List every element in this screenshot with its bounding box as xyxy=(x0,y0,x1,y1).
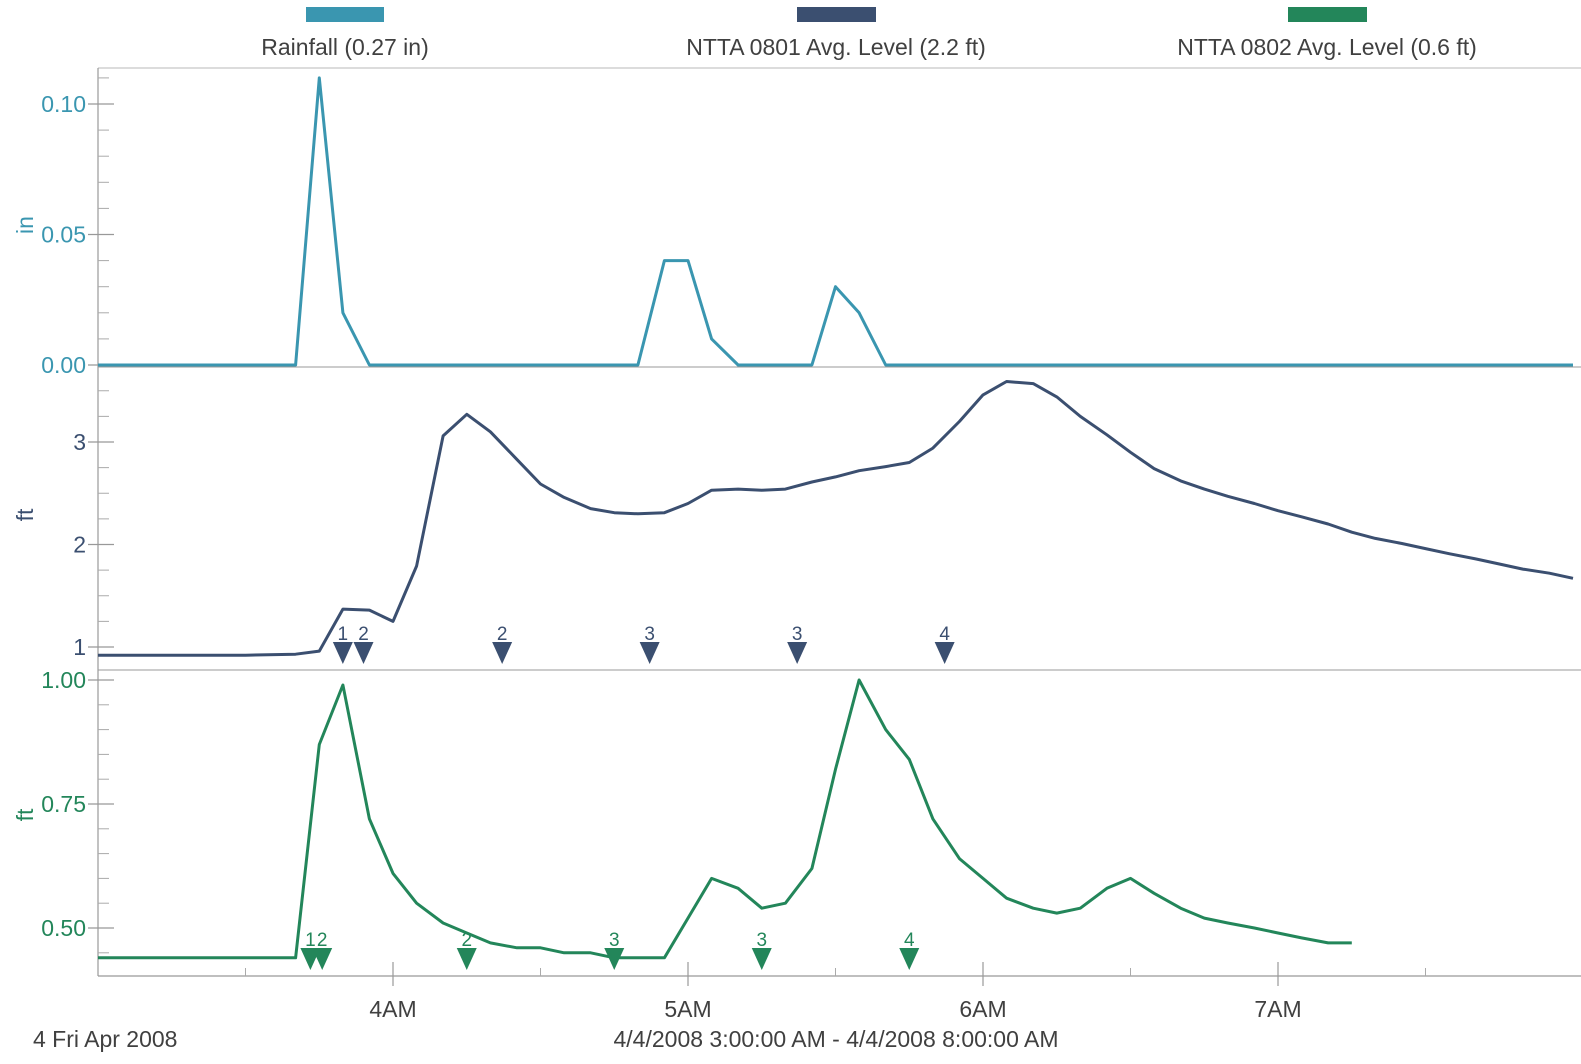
ntta-0802-marker: 3 xyxy=(604,930,625,970)
ntta-0802-tick-label: 0.50 xyxy=(41,915,86,941)
ntta-0801-series-line xyxy=(98,380,1574,657)
ntta-0802-marker: 3 xyxy=(751,930,772,970)
plot-frame xyxy=(97,67,1581,977)
ntta-0801-markers: 1 2 2 3 3 4 xyxy=(332,624,955,664)
legend: Rainfall (0.27 in) NTTA 0801 Avg. Level … xyxy=(261,7,1477,60)
ntta-0802-marker-triangle xyxy=(312,948,333,970)
ntta-0801-marker-label: 3 xyxy=(792,624,803,645)
ntta-0802-marker-label: 3 xyxy=(609,930,620,951)
ntta-0801-marker: 2 xyxy=(492,624,513,664)
ntta-0801-tick-label: 1 xyxy=(73,634,86,660)
ntta-0801-ticks: 1 2 3 xyxy=(73,429,114,660)
rainfall-tick-label: 0.10 xyxy=(41,91,86,117)
ntta-0802-marker-label: 2 xyxy=(317,930,328,951)
rainfall-tick-label: 0.00 xyxy=(41,352,86,378)
ntta-0801-minor-ticks xyxy=(98,390,109,648)
ntta-0801-tick-label: 2 xyxy=(73,532,86,558)
x-tick-label: 5AM xyxy=(664,996,711,1022)
x-tick-label: 7AM xyxy=(1254,996,1301,1022)
ntta-0801-marker: 3 xyxy=(639,624,660,664)
ntta-0802-marker: 4 xyxy=(899,930,920,970)
time-range-label: 4/4/2008 3:00:00 AM - 4/4/2008 8:00:00 A… xyxy=(614,1026,1059,1052)
x-tick-label: 4AM xyxy=(369,996,416,1022)
ntta-0802-marker-label: 2 xyxy=(461,930,472,951)
ntta-0801-marker-triangle xyxy=(934,642,955,664)
rainfall-series-line xyxy=(98,76,1573,367)
legend-swatch-ntta-0802 xyxy=(1288,7,1367,22)
ntta-0802-tick-label: 1.00 xyxy=(41,667,86,693)
panel-ntta-0801: 1 2 3 ft 1 2 2 3 xyxy=(12,380,1574,664)
ntta-0802-marker-triangle xyxy=(604,948,625,970)
ntta-0802-marker: 2 xyxy=(456,930,477,970)
ntta-0801-marker-label: 2 xyxy=(358,624,369,645)
legend-label-ntta-0802: NTTA 0802 Avg. Level (0.6 ft) xyxy=(1177,34,1477,60)
x-minor-ticks xyxy=(245,968,1426,976)
ntta-0802-y-axis-label: ft xyxy=(12,808,38,821)
ntta-0801-y-axis-label: ft xyxy=(12,508,38,521)
ntta-0801-marker-label: 1 xyxy=(338,624,349,645)
ntta-0802-series-line xyxy=(98,678,1352,960)
ntta-0801-marker-triangle xyxy=(492,642,513,664)
legend-label-rainfall: Rainfall (0.27 in) xyxy=(261,34,428,60)
x-axis: 4AM 5AM 6AM 7AM xyxy=(245,962,1426,1022)
ntta-0801-marker: 3 xyxy=(787,624,808,664)
legend-swatch-ntta-0801 xyxy=(797,7,876,22)
ntta-0802-markers: 1 2 2 3 3 4 xyxy=(300,930,920,970)
ntta-0801-marker-triangle xyxy=(332,642,353,664)
date-label: 4 Fri Apr 2008 xyxy=(33,1026,177,1052)
rainfall-y-axis-label: in xyxy=(12,216,38,234)
ntta-0802-marker-label: 1 xyxy=(305,930,316,951)
ntta-0801-marker: 1 xyxy=(332,624,353,664)
ntta-0802-marker-triangle xyxy=(751,948,772,970)
ntta-0801-marker-triangle xyxy=(639,642,660,664)
ntta-0802-marker-triangle xyxy=(456,948,477,970)
ntta-0801-marker: 2 xyxy=(353,624,374,664)
ntta-0801-marker-triangle xyxy=(353,642,374,664)
ntta-0801-marker-triangle xyxy=(787,642,808,664)
panel-rainfall: 0.00 0.05 0.10 in xyxy=(12,76,1573,378)
ntta-0801-marker-label: 4 xyxy=(939,624,950,645)
ntta-0802-marker-triangle xyxy=(899,948,920,970)
x-tick-label: 6AM xyxy=(959,996,1006,1022)
ntta-0801-marker-label: 3 xyxy=(644,624,655,645)
ntta-0801-tick-label: 3 xyxy=(73,429,86,455)
ntta-0802-marker-label: 4 xyxy=(904,930,915,951)
ntta-0801-marker-label: 2 xyxy=(497,624,508,645)
ntta-0802-ticks: 0.50 0.75 1.00 xyxy=(41,667,114,941)
legend-label-ntta-0801: NTTA 0801 Avg. Level (2.2 ft) xyxy=(686,34,986,60)
panel-ntta-0802: 0.50 0.75 1.00 ft 1 2 2 3 xyxy=(12,667,1352,970)
rainfall-minor-ticks xyxy=(98,77,109,366)
rainfall-tick-label: 0.05 xyxy=(41,222,86,248)
legend-swatch-rainfall xyxy=(306,7,384,22)
ntta-0802-marker: 2 xyxy=(312,930,333,970)
ntta-0802-minor-ticks xyxy=(98,679,109,954)
ntta-0801-marker: 4 xyxy=(934,624,955,664)
ntta-0802-marker-label: 3 xyxy=(756,930,767,951)
ntta-0802-tick-label: 0.75 xyxy=(41,791,86,817)
rainfall-ticks: 0.00 0.05 0.10 xyxy=(41,91,114,378)
